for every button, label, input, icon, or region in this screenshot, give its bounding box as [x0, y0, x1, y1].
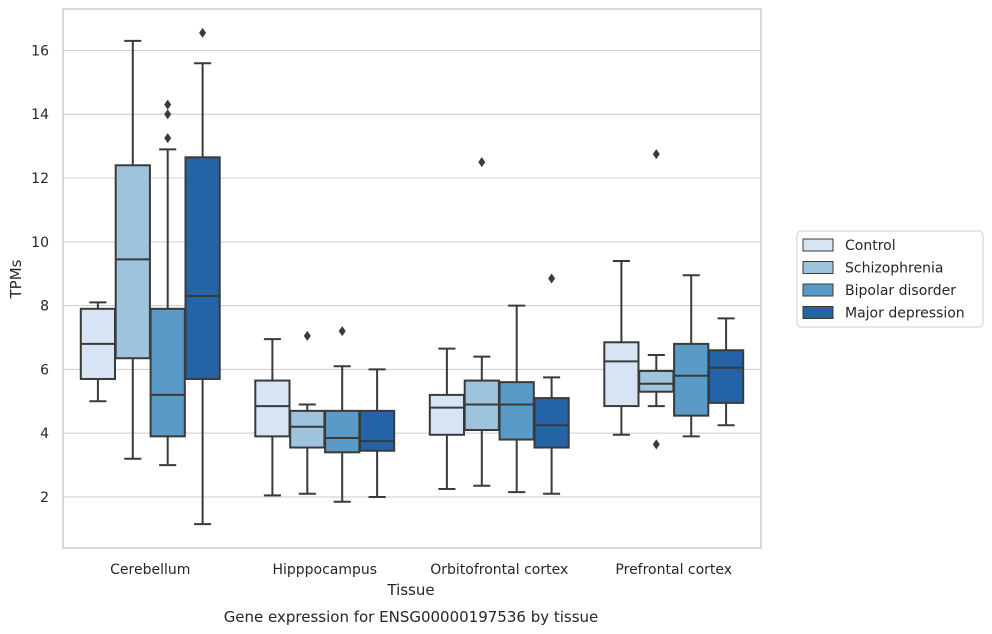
- box-3-0: [603, 259, 640, 436]
- box-iqr: [603, 341, 640, 408]
- box-1-1: [289, 330, 326, 495]
- legend-frame: [796, 230, 984, 328]
- outlier-point: [164, 109, 172, 120]
- box-0-2: [149, 99, 186, 467]
- box-3-2: [673, 274, 710, 438]
- y-tick-label: 8: [40, 299, 49, 315]
- box-iqr: [498, 381, 535, 441]
- box-1-0: [254, 338, 291, 497]
- x-axis-label: Tissue: [386, 581, 434, 599]
- outlier-point: [164, 99, 172, 110]
- box-2-3: [533, 273, 570, 495]
- legend: Control Schizophrenia Bipolar disorder Majo…: [796, 230, 984, 328]
- box-iqr: [533, 397, 570, 449]
- outlier-point: [652, 439, 660, 450]
- x-axis-ticks: Cerebellum Hipppocampus Orbitofrontal cort…: [110, 562, 732, 578]
- box-iqr: [324, 409, 361, 454]
- box-iqr: [254, 379, 291, 438]
- box-1-3: [358, 368, 396, 498]
- box-iqr: [358, 409, 396, 452]
- x-tick-label: Orbitofrontal cortex: [430, 562, 568, 578]
- outlier-point: [338, 326, 346, 337]
- y-axis-label: TPMs: [7, 259, 25, 299]
- box-3-3: [707, 317, 745, 427]
- y-tick-label: 6: [40, 362, 49, 378]
- box-iqr: [638, 369, 675, 393]
- y-tick-label: 14: [31, 107, 49, 123]
- box-groups: [79, 27, 745, 526]
- box-iqr: [673, 342, 710, 417]
- chart-caption: Gene expression for ENSG00000197536 by t…: [224, 608, 599, 626]
- box-iqr: [707, 349, 745, 404]
- outlier-point: [652, 149, 660, 160]
- box-3-1: [638, 149, 675, 450]
- legend-entry-label: Major depression: [845, 306, 965, 322]
- box-1-2: [324, 326, 361, 503]
- y-tick-label: 16: [31, 43, 49, 59]
- outlier-point: [548, 273, 556, 284]
- y-tick-label: 10: [31, 235, 49, 251]
- box-iqr: [289, 409, 326, 449]
- outlier-point: [199, 27, 207, 38]
- box-2-2: [498, 304, 535, 494]
- x-tick-label: Prefrontal cortex: [615, 562, 732, 578]
- plot-area-frame: [62, 8, 762, 549]
- box-0-0: [79, 301, 117, 403]
- outlier-point: [303, 330, 311, 341]
- legend-entry-label: Control: [845, 238, 896, 254]
- outlier-point: [164, 133, 172, 144]
- box-iqr: [428, 393, 466, 436]
- box-iqr: [149, 307, 186, 438]
- outlier-point: [478, 157, 486, 168]
- x-tick-label: Cerebellum: [110, 562, 190, 578]
- x-tick-label: Hipppocampus: [272, 562, 377, 578]
- y-tick-label: 4: [40, 426, 49, 442]
- box-iqr: [184, 156, 221, 380]
- box-0-1: [114, 39, 151, 460]
- y-tick-label: 12: [31, 171, 49, 187]
- y-axis-ticks: 2 4 6 8 10 12 14 16: [31, 43, 49, 506]
- box-0-3: [184, 27, 221, 526]
- legend-swatch: [802, 306, 834, 319]
- box-2-1: [463, 157, 500, 487]
- y-tick-label: 2: [40, 490, 49, 506]
- legend-entry-label: Bipolar disorder: [845, 283, 956, 299]
- legend-swatch: [802, 238, 834, 252]
- legend-entry-label: Schizophrenia: [845, 261, 943, 277]
- legend-swatch: [802, 261, 834, 274]
- box-iqr: [114, 164, 151, 360]
- legend-swatch: [802, 283, 834, 297]
